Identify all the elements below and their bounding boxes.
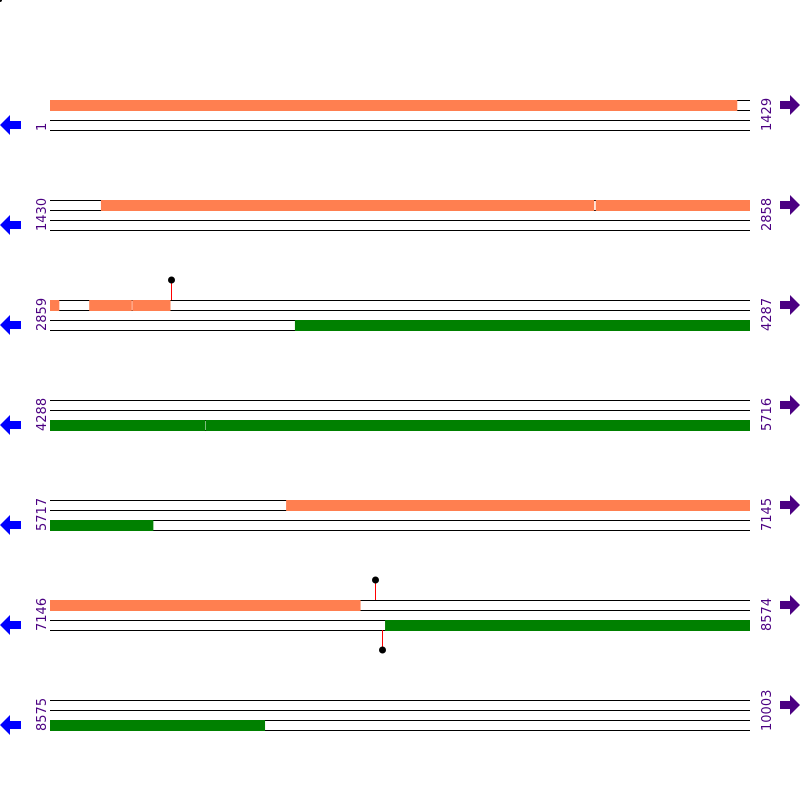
row-start-label: 1 xyxy=(35,123,50,131)
arrow-right-icon xyxy=(780,295,800,315)
arrow-right-icon xyxy=(780,95,800,115)
row-end-label: 2858 xyxy=(760,198,775,231)
reverse-feature-bar xyxy=(205,420,751,431)
forward-feature-bar xyxy=(132,300,171,311)
arrow-right-icon xyxy=(780,495,800,515)
marker-dot xyxy=(379,646,386,654)
row-start-label: 7146 xyxy=(35,598,50,631)
row-end-label: 1429 xyxy=(760,98,775,131)
arrow-right-icon xyxy=(780,395,800,415)
row-end-label: 5716 xyxy=(760,398,775,431)
row-start-label: 2859 xyxy=(35,298,50,331)
arrow-left-icon xyxy=(0,715,21,735)
arrow-left-icon xyxy=(0,315,21,335)
row-end-label: 10003 xyxy=(760,690,775,731)
reverse-feature-bar xyxy=(50,420,206,431)
arrow-right-icon xyxy=(780,195,800,215)
reverse-feature-bar xyxy=(50,720,266,731)
corner-dot xyxy=(0,0,2,2)
row-start-label: 5717 xyxy=(35,498,50,531)
row-end-label: 4287 xyxy=(760,298,775,331)
arrow-left-icon xyxy=(0,515,21,535)
arrow-left-icon xyxy=(0,415,21,435)
row-end-label: 7145 xyxy=(760,498,775,531)
forward-feature-bar xyxy=(50,100,738,111)
arrow-left-icon xyxy=(0,115,21,135)
reverse-feature-bar xyxy=(294,320,750,331)
row-start-label: 1430 xyxy=(35,198,50,231)
row-end-label: 8574 xyxy=(760,598,775,631)
marker-dot xyxy=(372,576,379,584)
arrow-left-icon xyxy=(0,615,21,635)
reverse-feature-bar xyxy=(50,520,154,531)
forward-feature-bar xyxy=(89,300,132,311)
arrow-right-icon xyxy=(780,595,800,615)
forward-feature-bar xyxy=(100,200,595,211)
forward-feature-bar xyxy=(286,500,750,511)
reverse-feature-bar xyxy=(385,620,750,631)
forward-feature-bar xyxy=(50,300,60,311)
forward-feature-bar xyxy=(595,200,750,211)
arrow-right-icon xyxy=(780,695,800,715)
arrow-left-icon xyxy=(0,215,21,235)
row-start-label: 8575 xyxy=(35,698,50,731)
forward-feature-bar xyxy=(50,600,361,611)
marker-dot xyxy=(168,276,175,284)
row-start-label: 4288 xyxy=(35,398,50,431)
